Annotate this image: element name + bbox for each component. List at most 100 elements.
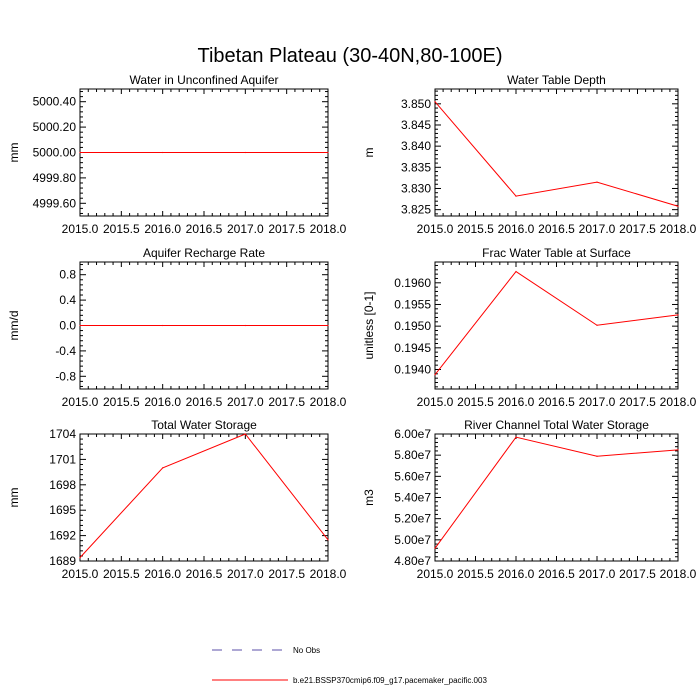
- x-tick-label: 2018.0: [660, 395, 697, 409]
- data-point: [79, 151, 81, 154]
- x-tick-label: 2015.0: [417, 567, 454, 581]
- y-tick-label: 3.835: [401, 160, 431, 174]
- y-tick-label: 0.1945: [394, 341, 431, 355]
- panel-title: River Channel Total Water Storage: [464, 418, 649, 432]
- y-tick-label: 0.8: [59, 268, 76, 282]
- figure-title: Tibetan Plateau (30-40N,80-100E): [198, 45, 503, 67]
- x-tick-label: 2016.0: [498, 567, 535, 581]
- x-tick-label: 2017.0: [227, 395, 264, 409]
- x-tick-label: 2015.0: [417, 395, 454, 409]
- x-tick-label: 2016.5: [538, 222, 575, 236]
- x-tick-label: 2015.5: [103, 395, 140, 409]
- x-tick-label: 2015.0: [62, 395, 99, 409]
- legend-label: b.e21.BSSP370cmip6.f09_g17.pacemaker_pac…: [293, 676, 487, 685]
- panel-6: River Channel Total Water Storage m3 2015.…: [362, 418, 697, 581]
- x-tick-label: 2015.5: [457, 567, 494, 581]
- data-point: [677, 205, 679, 207]
- data-point: [162, 467, 164, 469]
- x-tick-label: 2015.5: [103, 222, 140, 236]
- y-tick-label: 3.850: [401, 97, 431, 111]
- plot-frame: [79, 433, 329, 562]
- x-tick-label: 2016.5: [186, 395, 223, 409]
- x-tick-label: 2018.0: [310, 395, 347, 409]
- y-tick-label: 5.00e7: [394, 533, 431, 547]
- y-tick-label: -0.8: [55, 369, 76, 383]
- data-point: [79, 557, 81, 559]
- data-point: [677, 449, 679, 451]
- x-tick-label: 2017.0: [227, 222, 264, 236]
- y-tick-label: 1695: [49, 503, 76, 517]
- x-tick-label: 2017.0: [579, 222, 616, 236]
- panel-1: Water in Unconfined Aquifer mm 2015.0 2015.…: [7, 73, 347, 236]
- data-point: [515, 270, 517, 273]
- x-tick-label: 2017.5: [268, 567, 305, 581]
- y-axis-label: mm: [7, 488, 21, 508]
- panel-2: Water Table Depth m 2015.0 2015.5 2016.0 2016…: [362, 73, 697, 236]
- x-tick-label: 2018.0: [660, 567, 697, 581]
- x-tick-label: 2017.0: [579, 395, 616, 409]
- legend-item-2: b.e21.BSSP370cmip6.f09_g17.pacemaker_pac…: [212, 676, 487, 685]
- data-point: [244, 433, 246, 435]
- series-line: [79, 433, 329, 558]
- x-tick-label: 2017.5: [619, 222, 656, 236]
- x-tick-label: 2016.5: [186, 567, 223, 581]
- data-point: [162, 151, 164, 154]
- y-tick-label: 0.1940: [394, 362, 431, 376]
- x-tick-label: 2015.0: [62, 567, 99, 581]
- y-tick-label: 3.845: [401, 118, 431, 132]
- y-tick-label: 0.1960: [394, 276, 431, 290]
- panel-title: Aquifer Recharge Rate: [143, 246, 265, 260]
- plot-frame: [434, 88, 679, 217]
- data-point: [162, 324, 164, 327]
- y-tick-label: 5000.40: [33, 95, 77, 109]
- y-tick-label: 4.80e7: [394, 554, 431, 568]
- y-tick-label: 5.60e7: [394, 469, 431, 483]
- panel-title: Water in Unconfined Aquifer: [130, 73, 279, 87]
- y-tick-label: 5000.20: [33, 120, 77, 134]
- y-tick-label: -0.4: [55, 344, 76, 358]
- data-point: [327, 324, 329, 327]
- panel-title: Total Water Storage: [151, 418, 257, 432]
- series-line: [434, 101, 679, 207]
- y-tick-label: 4999.80: [33, 171, 77, 185]
- y-axis-label: unitless [0-1]: [362, 291, 376, 359]
- y-tick-label: 1701: [49, 452, 76, 466]
- panel-title: Frac Water Table at Surface: [482, 246, 631, 260]
- y-tick-label: 5.40e7: [394, 491, 431, 505]
- legend-label: No Obs: [293, 646, 320, 655]
- y-tick-label: 5.80e7: [394, 448, 431, 462]
- y-axis-label: mm/d: [7, 311, 21, 341]
- y-tick-label: 0.1950: [394, 319, 431, 333]
- x-tick-label: 2016.5: [186, 222, 223, 236]
- x-tick-label: 2015.5: [103, 567, 140, 581]
- data-point: [327, 539, 329, 541]
- data-point: [434, 547, 436, 549]
- x-tick-label: 2017.0: [579, 567, 616, 581]
- x-tick-label: 2015.0: [417, 222, 454, 236]
- panel-3: Aquifer Recharge Rate mm/d 2015.0 2015.5 201…: [7, 246, 347, 409]
- y-tick-label: 3.830: [401, 181, 431, 195]
- data-point: [596, 181, 598, 183]
- legend: No Obs b.e21.BSSP370cmip6.f09_g17.pacemak…: [212, 646, 487, 685]
- y-tick-label: 5000.00: [33, 146, 77, 160]
- x-tick-label: 2017.5: [268, 395, 305, 409]
- x-tick-label: 2018.0: [310, 567, 347, 581]
- data-point: [434, 101, 436, 103]
- y-axis-label: m3: [362, 489, 376, 506]
- x-tick-label: 2015.5: [457, 222, 494, 236]
- y-tick-label: 1704: [49, 427, 76, 441]
- x-tick-label: 2016.0: [498, 395, 535, 409]
- x-tick-label: 2017.0: [227, 567, 264, 581]
- x-tick-label: 2016.0: [144, 567, 181, 581]
- data-point: [244, 324, 246, 327]
- data-point: [596, 455, 598, 457]
- y-axis-label: m: [362, 148, 376, 158]
- data-point: [79, 324, 81, 327]
- data-point: [434, 374, 436, 376]
- y-tick-label: 6.00e7: [394, 427, 431, 441]
- x-tick-label: 2018.0: [660, 222, 697, 236]
- series-line: [434, 270, 679, 376]
- y-tick-label: 4999.60: [33, 196, 77, 210]
